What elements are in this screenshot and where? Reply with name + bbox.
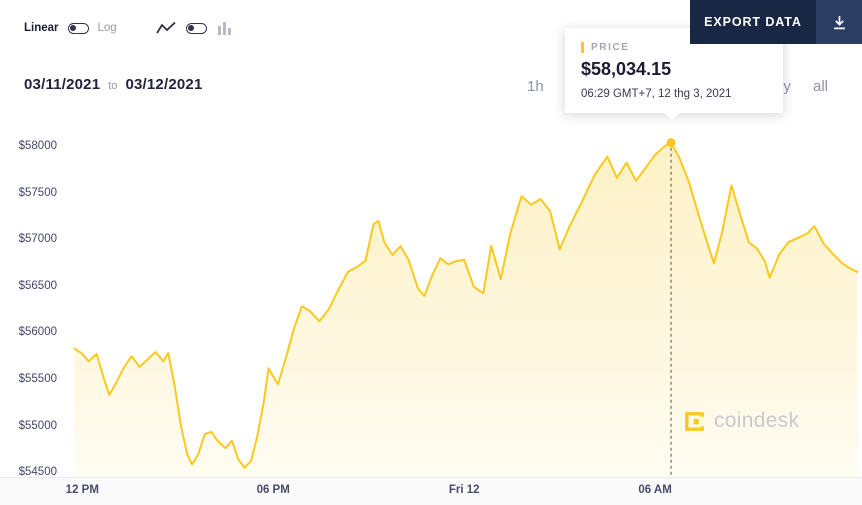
- tooltip-timestamp: 06:29 GMT+7, 12 thg 3, 2021: [581, 88, 732, 100]
- x-axis-label: 06 PM: [256, 484, 290, 496]
- chart-controls: Linear Log: [24, 21, 233, 35]
- coindesk-watermark-text: coindesk: [714, 409, 800, 432]
- price-line: [73, 141, 859, 469]
- y-axis-label: $55500: [18, 373, 57, 386]
- y-axis-label: $56000: [18, 326, 57, 339]
- log-scale-label[interactable]: Log: [97, 22, 117, 34]
- y-axis-label: $54500: [18, 466, 57, 479]
- price-area-fill: [74, 142, 858, 477]
- chart-type-toggle[interactable]: [185, 22, 207, 34]
- y-axis-label: $55000: [18, 419, 57, 432]
- bar-chart-icon[interactable]: [217, 21, 233, 35]
- toggle-knob: [69, 24, 76, 31]
- start-date[interactable]: 03/11/2021: [24, 76, 101, 93]
- price-chart-plot[interactable]: $58000 $57500 $57000 $56500 $56000 $55500 $550…: [0, 130, 862, 479]
- x-axis-label: Fri 12: [448, 484, 480, 496]
- y-axis-label: $57500: [18, 186, 57, 199]
- date-range-separator: to: [108, 80, 118, 92]
- range-option-all[interactable]: all: [813, 78, 829, 95]
- selected-point-marker: [666, 138, 676, 148]
- x-axis-label: 06 AM: [638, 484, 672, 496]
- coindesk-watermark: coindesk: [683, 409, 799, 433]
- price-line-chart[interactable]: [0, 130, 862, 477]
- line-chart-icon[interactable]: [155, 21, 176, 35]
- y-axis-label: $57000: [18, 233, 57, 246]
- range-option-1h[interactable]: 1h: [527, 78, 544, 95]
- toggle-knob: [187, 24, 194, 31]
- date-range: 03/11/2021 to 03/12/2021: [24, 76, 203, 93]
- export-data-label: EXPORT DATA: [704, 15, 802, 29]
- chart-type-controls: [155, 21, 233, 35]
- x-axis: 12 PM 06 PM Fri 12 06 AM: [0, 477, 862, 505]
- coindesk-logo-icon: [685, 411, 704, 431]
- y-axis-label: $58000: [18, 139, 57, 152]
- export-data-button[interactable]: EXPORT DATA: [690, 0, 862, 44]
- linear-log-toggle[interactable]: [67, 22, 89, 34]
- tooltip-label: PRICE: [591, 42, 630, 53]
- end-date[interactable]: 03/12/2021: [125, 76, 203, 93]
- x-axis-label: 12 PM: [65, 484, 99, 496]
- tooltip-price-value: $58,034.15: [581, 59, 672, 79]
- download-icon: [816, 0, 862, 44]
- linear-scale-label[interactable]: Linear: [24, 22, 59, 34]
- y-axis-label: $56500: [18, 279, 57, 292]
- tooltip-accent-bar: [581, 42, 584, 53]
